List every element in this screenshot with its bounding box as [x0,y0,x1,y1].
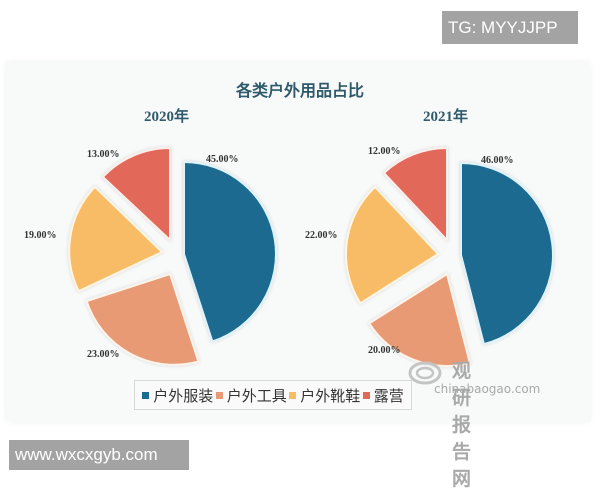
label-2020-tools: 23.00% [87,349,120,360]
label-2021-clothing: 46.00% [481,155,514,166]
year-label-2021: 2021年 [423,109,469,125]
slice-2020-shoes [68,185,164,293]
legend-swatch-icon [142,391,150,399]
slice-2021-shoes [345,185,440,305]
legend-label: 露营 [373,386,404,405]
legend-swatch-icon [362,391,370,399]
pie-2021 [345,146,554,368]
label-2020-shoes: 19.00% [24,230,57,241]
slice-2020-tools [85,272,200,366]
legend-label: 户外靴鞋 [300,386,361,405]
year-label-2020: 2020年 [144,109,190,125]
watermark-cn: 观研报告网 [452,360,473,490]
slice-2020-clothing [183,160,277,343]
legend-label: 户外服装 [153,386,214,405]
chart-legend: 户外服装 户外工具 户外靴鞋 露营 [134,380,412,410]
bottom-url-overlay: www.wxcxgyb.com [9,440,189,470]
top-tag-overlay: TG: MYYJJPP [442,11,578,44]
legend-label: 户外工具 [226,386,287,405]
legend-item-shoes: 户外靴鞋 [289,385,360,406]
slice-2021-clothing [460,161,554,346]
pie-2020 [68,146,277,366]
legend-item-clothing: 户外服装 [142,385,213,406]
chart-title: 各类户外用品占比 [235,81,364,100]
slice-2021-tools [367,272,472,368]
watermark-en: chinabaogao.com [434,382,541,396]
label-2020-camping: 13.00% [87,149,120,160]
label-2020-clothing: 45.00% [206,154,239,165]
legend-item-camping: 露营 [362,385,404,406]
label-2021-shoes: 22.00% [305,230,338,241]
legend-item-tools: 户外工具 [215,385,287,406]
label-2021-tools: 20.00% [368,345,401,356]
legend-swatch-icon [215,391,223,399]
legend-swatch-icon [289,391,297,399]
slice-2020-camping [101,146,171,243]
watermark-logo-icon [408,361,442,385]
label-2021-camping: 12.00% [368,146,401,157]
pie-charts: 45.00% 23.00% 19.00% 13.00% 46.00% 20.00… [24,146,554,368]
slice-2021-camping [382,146,448,243]
